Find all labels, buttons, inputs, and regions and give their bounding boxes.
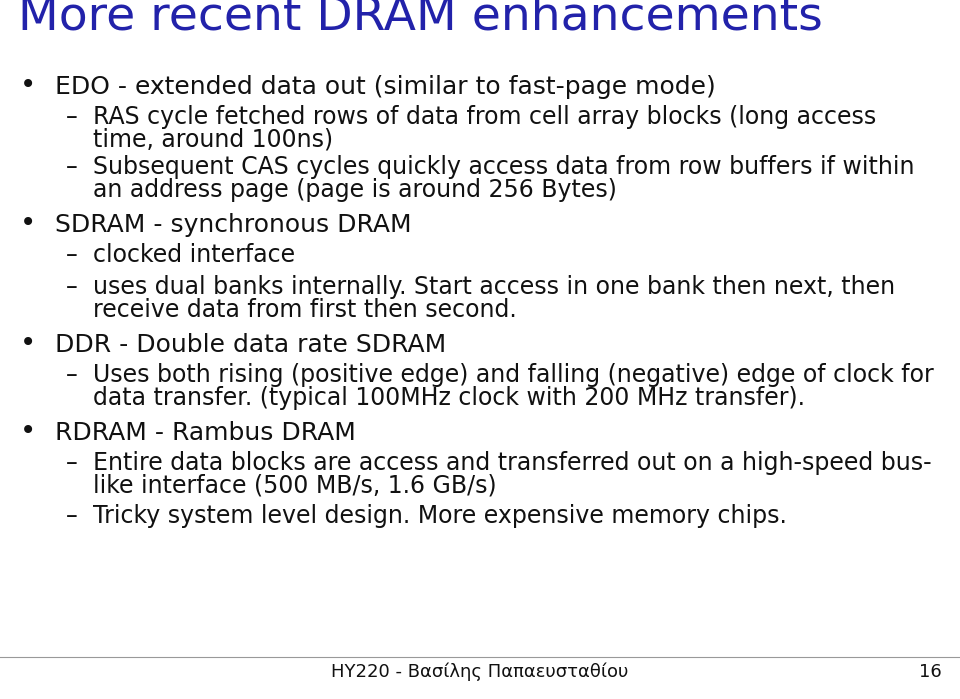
Text: HY220 - Βασίλης Παπαευσταθίου: HY220 - Βασίλης Παπαευσταθίου xyxy=(331,663,629,681)
Text: like interface (500 MB/s, 1.6 GB/s): like interface (500 MB/s, 1.6 GB/s) xyxy=(93,474,496,498)
Text: RDRAM - Rambus DRAM: RDRAM - Rambus DRAM xyxy=(55,421,356,445)
Text: –: – xyxy=(66,275,78,299)
Text: SDRAM - synchronous DRAM: SDRAM - synchronous DRAM xyxy=(55,213,412,237)
Text: –: – xyxy=(66,451,78,475)
Text: •: • xyxy=(20,417,36,445)
Text: –: – xyxy=(66,105,78,129)
Text: time, around 100ns): time, around 100ns) xyxy=(93,128,333,152)
Text: 16: 16 xyxy=(919,663,942,681)
Text: Entire data blocks are access and transferred out on a high-speed bus-: Entire data blocks are access and transf… xyxy=(93,451,931,475)
Text: •: • xyxy=(20,329,36,357)
Text: EDO - extended data out (similar to fast-page mode): EDO - extended data out (similar to fast… xyxy=(55,75,716,99)
Text: an address page (page is around 256 Bytes): an address page (page is around 256 Byte… xyxy=(93,178,617,202)
Text: DDR - Double data rate SDRAM: DDR - Double data rate SDRAM xyxy=(55,333,446,357)
Text: data transfer. (typical 100MHz clock with 200 MHz transfer).: data transfer. (typical 100MHz clock wit… xyxy=(93,386,805,410)
Text: clocked interface: clocked interface xyxy=(93,243,295,267)
Text: –: – xyxy=(66,363,78,387)
Text: Uses both rising (positive edge) and falling (negative) edge of clock for: Uses both rising (positive edge) and fal… xyxy=(93,363,934,387)
Text: More recent DRAM enhancements: More recent DRAM enhancements xyxy=(18,0,823,39)
Text: Subsequent CAS cycles quickly access data from row buffers if within: Subsequent CAS cycles quickly access dat… xyxy=(93,155,915,179)
Text: •: • xyxy=(20,71,36,99)
Text: –: – xyxy=(66,243,78,267)
Text: RAS cycle fetched rows of data from cell array blocks (long access: RAS cycle fetched rows of data from cell… xyxy=(93,105,876,129)
Text: Tricky system level design. More expensive memory chips.: Tricky system level design. More expensi… xyxy=(93,504,787,528)
Text: receive data from first then second.: receive data from first then second. xyxy=(93,298,516,322)
Text: uses dual banks internally. Start access in one bank then next, then: uses dual banks internally. Start access… xyxy=(93,275,895,299)
Text: –: – xyxy=(66,155,78,179)
Text: –: – xyxy=(66,504,78,528)
Text: •: • xyxy=(20,209,36,237)
